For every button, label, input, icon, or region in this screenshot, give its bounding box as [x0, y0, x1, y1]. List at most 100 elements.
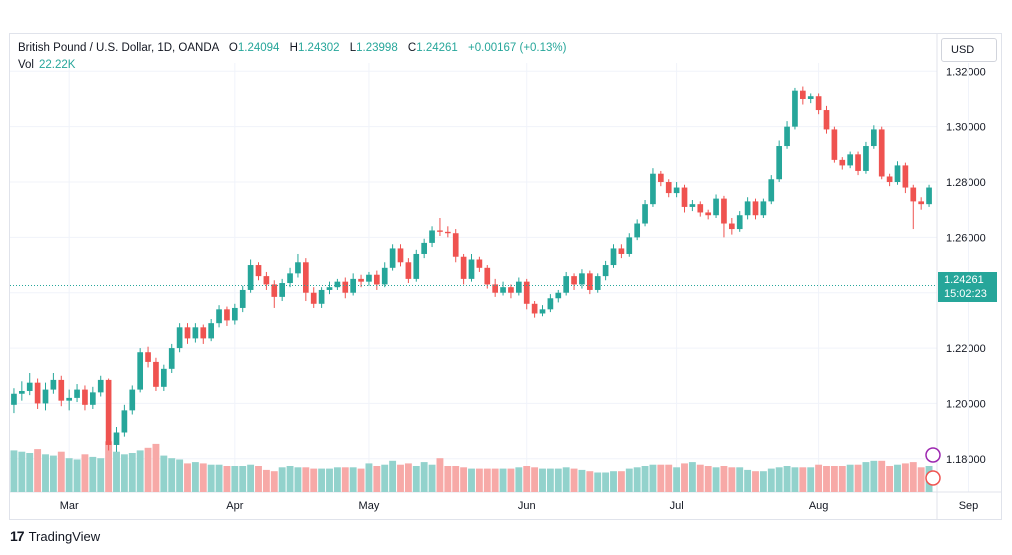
volume-bar [594, 472, 602, 492]
candle-body [642, 204, 648, 224]
candle-body [894, 165, 901, 183]
brand-name: TradingView [28, 528, 101, 544]
volume-bar [791, 467, 799, 492]
candle-body [799, 90, 806, 99]
bar-countdown: 15:02:23 [944, 288, 987, 300]
volume-bar [326, 468, 333, 492]
candle-body [342, 281, 349, 293]
volume-bar [310, 468, 318, 492]
candle-body [200, 327, 207, 339]
candle-body [515, 281, 522, 293]
volume-bar [412, 466, 420, 492]
volume-bar [10, 450, 18, 492]
y-tick-label: 1.30000 [946, 122, 986, 134]
candle-body [705, 212, 712, 216]
close-label: C [407, 42, 417, 54]
candle-body [910, 187, 917, 202]
candle-body [697, 204, 704, 213]
candle-body [657, 173, 664, 183]
candle-body [752, 201, 759, 216]
candle-body [594, 276, 601, 290]
candle-body [97, 379, 104, 393]
candle-body [11, 393, 17, 405]
volume-bar [633, 467, 641, 492]
y-tick-label: 1.26000 [946, 232, 986, 244]
volume-bar [404, 463, 412, 492]
candle-body [358, 278, 364, 282]
candle-body [476, 259, 483, 268]
candle-body [437, 230, 443, 232]
volume-bar [641, 466, 649, 492]
candle-body [571, 276, 577, 285]
tradingview-logo[interactable]: 17 TradingView [10, 528, 100, 544]
candle-body [444, 231, 451, 234]
candle-body [547, 298, 554, 310]
candle-body [287, 273, 293, 284]
candle-body [318, 289, 325, 304]
volume-bar [586, 471, 594, 492]
candle-body [129, 389, 136, 411]
symbol-title[interactable]: British Pound / U.S. Dollar, 1D, OANDA [18, 42, 219, 54]
candle-body [381, 267, 388, 285]
volume-bar [286, 466, 294, 492]
volume-bar [894, 464, 901, 492]
candle-body [160, 368, 167, 387]
candle-body [807, 96, 814, 99]
candle-body [18, 390, 25, 394]
candle-body [26, 382, 33, 391]
candle-body [82, 389, 88, 405]
candle-body [760, 201, 767, 216]
candle-body [744, 201, 751, 216]
low-value: 1.23998 [356, 42, 398, 54]
volume-bar [207, 464, 215, 492]
candle-body [563, 276, 570, 293]
volume-legend: Vol 22.22K [18, 59, 75, 71]
volume-bar [799, 467, 807, 492]
volume-bar [42, 454, 49, 492]
currency-button[interactable]: USD [941, 38, 997, 62]
tradingview-icon: 17 [10, 528, 25, 544]
candle-body [689, 204, 696, 207]
candle-body [168, 348, 175, 369]
candle-body [650, 173, 656, 205]
candle-body [586, 273, 593, 290]
volume-label[interactable]: Vol [18, 59, 34, 71]
high-label: H [289, 42, 298, 54]
candle-body [484, 267, 491, 285]
volume-bar [97, 458, 105, 492]
volume-bar [168, 458, 176, 492]
volume-bar [105, 441, 113, 492]
last-price-tag: 1.24261 15:02:23 [938, 272, 997, 302]
candle-body [784, 126, 790, 147]
high-value: 1.24302 [297, 42, 340, 54]
volume-bar [365, 463, 373, 492]
volume-bar [917, 467, 925, 492]
volume-bar [357, 468, 365, 492]
volume-bar [294, 467, 302, 492]
candle-body [579, 273, 585, 285]
candle-body [839, 159, 846, 166]
volume-bar [578, 469, 586, 492]
candle-body [413, 253, 420, 279]
volume-bar [688, 462, 696, 492]
volume-bar [144, 447, 152, 492]
volume-value: 22.22K [39, 59, 76, 71]
volume-bar [428, 464, 436, 492]
x-tick-label: Sep [959, 500, 979, 512]
volume-bar [775, 467, 783, 492]
candle-body [302, 262, 309, 293]
candle-body [208, 323, 215, 339]
volume-bar [838, 466, 846, 492]
volume-bar [128, 453, 136, 492]
candle-body [468, 259, 475, 279]
candle-body [634, 223, 641, 238]
candle-body [500, 287, 506, 293]
volume-bar [830, 466, 838, 492]
x-tick-label: Aug [809, 500, 829, 512]
volume-bar [483, 468, 491, 492]
candle-body [58, 379, 65, 401]
volume-bar [736, 467, 744, 492]
volume-bar [870, 460, 878, 492]
dividend-marker-icon [925, 470, 941, 486]
